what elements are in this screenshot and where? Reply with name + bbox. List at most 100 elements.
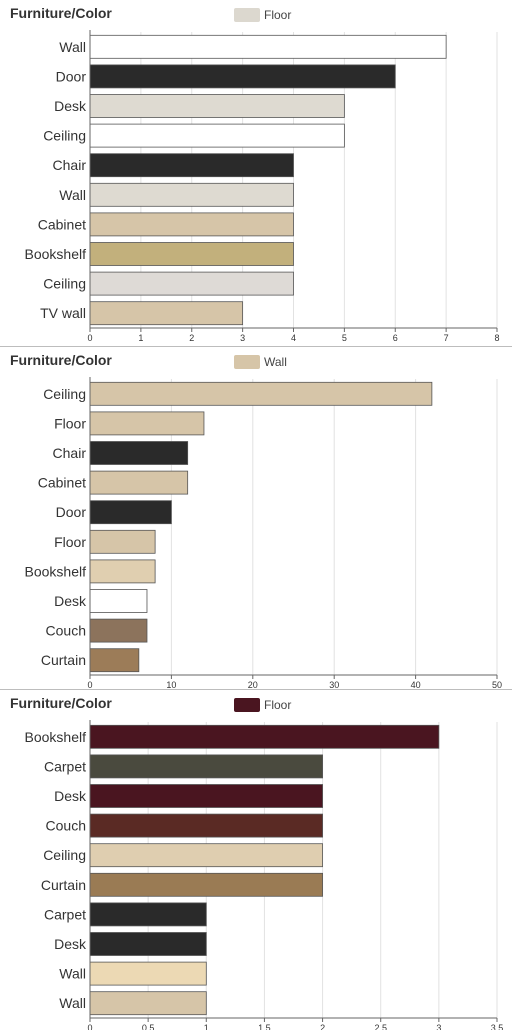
x-tick-label: 2: [320, 1023, 325, 1030]
category-label: Wall: [59, 995, 86, 1011]
category-label: Bookshelf: [25, 729, 87, 745]
x-tick-label: 50: [492, 680, 502, 689]
x-tick-label: 0: [87, 680, 92, 689]
category-label: Desk: [54, 788, 87, 804]
category-label: Bookshelf: [25, 563, 87, 579]
category-label: Wall: [59, 187, 86, 203]
category-label: Desk: [54, 98, 87, 114]
category-label: Desk: [54, 593, 87, 609]
bar: [89, 242, 294, 266]
x-tick-label: 8: [494, 333, 499, 343]
category-label: Wall: [59, 966, 86, 982]
legend-swatch: [234, 8, 260, 22]
bar: [89, 381, 433, 406]
category-label: Chair: [53, 157, 87, 173]
category-label: Bookshelf: [25, 246, 87, 262]
category-label: TV wall: [40, 305, 86, 321]
category-label: Floor: [54, 534, 86, 550]
x-tick-label: 30: [329, 680, 339, 689]
category-label: Chair: [53, 445, 87, 461]
bar: [89, 212, 294, 237]
bar: [89, 724, 440, 749]
bar: [89, 470, 189, 495]
category-label: Cabinet: [38, 475, 86, 491]
chart-title: Furniture/Color: [10, 695, 112, 711]
x-tick-label: 6: [393, 333, 398, 343]
x-tick-label: 1: [138, 333, 143, 343]
legend-label: Wall: [264, 355, 287, 369]
bar: [89, 34, 447, 59]
category-label: Curtain: [41, 652, 86, 668]
x-tick-label: 20: [248, 680, 258, 689]
bar: [89, 182, 294, 207]
category-label: Ceiling: [43, 128, 86, 144]
category-label: Cabinet: [38, 216, 86, 232]
category-label: Wall: [59, 39, 86, 55]
category-label: Ceiling: [43, 276, 86, 292]
bar: [89, 754, 323, 779]
category-label: Floor: [54, 415, 86, 431]
x-tick-label: 3.5: [491, 1023, 504, 1030]
category-label: Couch: [46, 818, 86, 834]
bar: [89, 618, 148, 643]
x-tick-label: 0: [87, 333, 92, 343]
panel-divider: [0, 689, 512, 690]
bar: [89, 301, 244, 326]
chart-title: Furniture/Color: [10, 352, 112, 368]
category-label: Carpet: [44, 758, 86, 774]
bar: [89, 123, 345, 148]
bar-chart-3: Furniture/Color Floor Bookshelf Carpet Desk C…: [10, 695, 504, 1030]
legend-swatch: [234, 355, 260, 369]
bar: [89, 991, 207, 1016]
category-label: Couch: [46, 623, 86, 639]
legend-label: Floor: [264, 8, 291, 22]
category-label: Curtain: [41, 877, 86, 893]
x-tick-label: 2.5: [374, 1023, 387, 1030]
category-label: Door: [56, 504, 87, 520]
x-tick-label: 5: [342, 333, 347, 343]
bar: [89, 961, 207, 986]
bar: [89, 843, 323, 868]
x-tick-label: 1.5: [258, 1023, 271, 1030]
x-tick-label: 4: [291, 333, 296, 343]
bar: [89, 872, 323, 897]
category-label: Carpet: [44, 906, 86, 922]
bar: [89, 153, 294, 178]
x-tick-label: 1: [204, 1023, 209, 1030]
bar: [89, 932, 207, 956]
category-label: Door: [56, 68, 87, 84]
bar: [89, 94, 345, 118]
x-tick-label: 0: [87, 1023, 92, 1030]
x-tick-label: 3: [436, 1023, 441, 1030]
x-tick-label: 3: [240, 333, 245, 343]
bar: [89, 813, 323, 838]
legend-label: Floor: [264, 698, 291, 712]
category-label: Ceiling: [43, 847, 86, 863]
x-tick-label: 10: [166, 680, 176, 689]
bar: [89, 441, 189, 465]
chart-panel-2: Furniture/Color Wall Ceiling Floor Chair Cabi…: [0, 347, 512, 689]
x-tick-label: 7: [444, 333, 449, 343]
category-label: Desk: [54, 936, 87, 952]
x-tick-label: 40: [411, 680, 421, 689]
bar: [89, 902, 207, 927]
legend-swatch: [234, 698, 260, 712]
chart-title: Furniture/Color: [10, 5, 112, 21]
chart-panel-1: Furniture/Color Floor Wall Door Desk Ceiling C…: [0, 0, 512, 346]
bar-chart-2: Furniture/Color Wall Ceiling Floor Chair Cabi…: [10, 352, 502, 689]
x-tick-label: 0.5: [142, 1023, 155, 1030]
bar-chart-1: Furniture/Color Floor Wall Door Desk Ceiling C…: [10, 5, 500, 343]
x-tick-label: 2: [189, 333, 194, 343]
bar: [89, 500, 172, 525]
bar: [89, 64, 396, 89]
bar: [89, 589, 148, 613]
chart-panel-3: Furniture/Color Floor Bookshelf Carpet Desk C…: [0, 690, 512, 1030]
panel-divider: [0, 346, 512, 347]
bar: [89, 271, 294, 296]
bar: [89, 784, 323, 808]
bar: [89, 648, 140, 673]
bar: [89, 559, 156, 584]
bar: [89, 529, 156, 554]
category-label: Ceiling: [43, 386, 86, 402]
bar: [89, 411, 205, 436]
